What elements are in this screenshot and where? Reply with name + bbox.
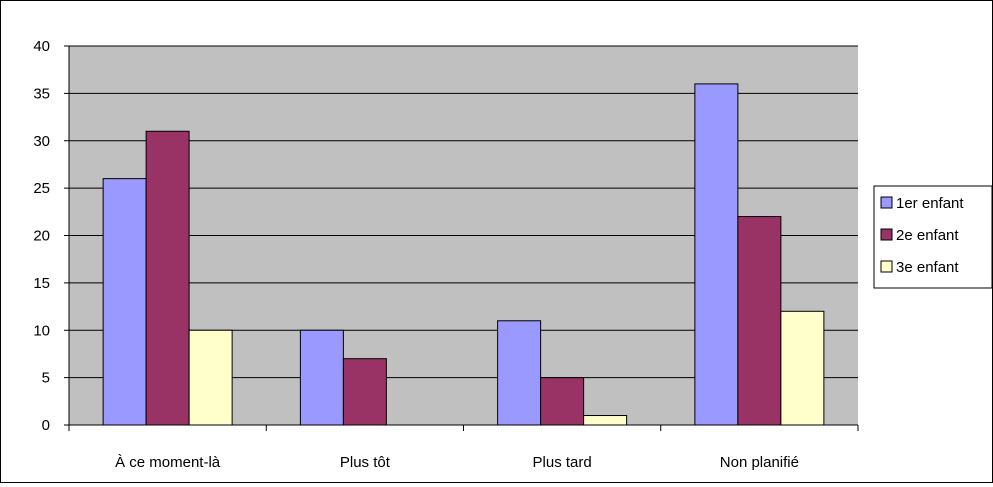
y-tick-label: 35 [33, 85, 50, 102]
bars [102, 83, 825, 426]
bar [497, 320, 542, 426]
bar [540, 377, 585, 426]
x-category-label: Plus tard [533, 454, 592, 471]
legend: 1er enfant 2e enfant 3e enfant [873, 185, 993, 289]
bar [102, 178, 147, 426]
x-category-label: Plus tôt [340, 454, 391, 471]
legend-label: 1er enfant [896, 195, 964, 212]
bar [737, 216, 782, 426]
y-tick-label: 5 [42, 370, 50, 387]
y-tick-label: 40 [33, 38, 50, 55]
legend-box [873, 185, 993, 289]
legend-swatch [880, 196, 893, 209]
y-tick-label: 25 [33, 180, 50, 197]
y-tick-label: 30 [33, 133, 50, 150]
bar [583, 415, 628, 426]
legend-label: 3e enfant [896, 259, 959, 276]
legend-label: 2e enfant [896, 227, 959, 244]
bar [780, 310, 825, 426]
bar [145, 130, 190, 426]
axes: 0 5 10 15 20 25 30 35 40 À ce moment-là Plus tôt Pl… [33, 38, 859, 471]
x-category-label: Non planifié [720, 454, 799, 471]
y-tick-label: 0 [42, 417, 50, 434]
y-tick-label: 15 [33, 275, 50, 292]
bar [188, 329, 233, 426]
y-tick-label: 20 [33, 228, 50, 245]
legend-swatch [880, 260, 893, 273]
bar [299, 329, 344, 426]
x-category-label: À ce moment-là [115, 454, 221, 471]
bar [342, 358, 387, 426]
y-tick-label: 10 [33, 322, 50, 339]
bar [694, 83, 739, 426]
legend-swatch [880, 228, 893, 241]
